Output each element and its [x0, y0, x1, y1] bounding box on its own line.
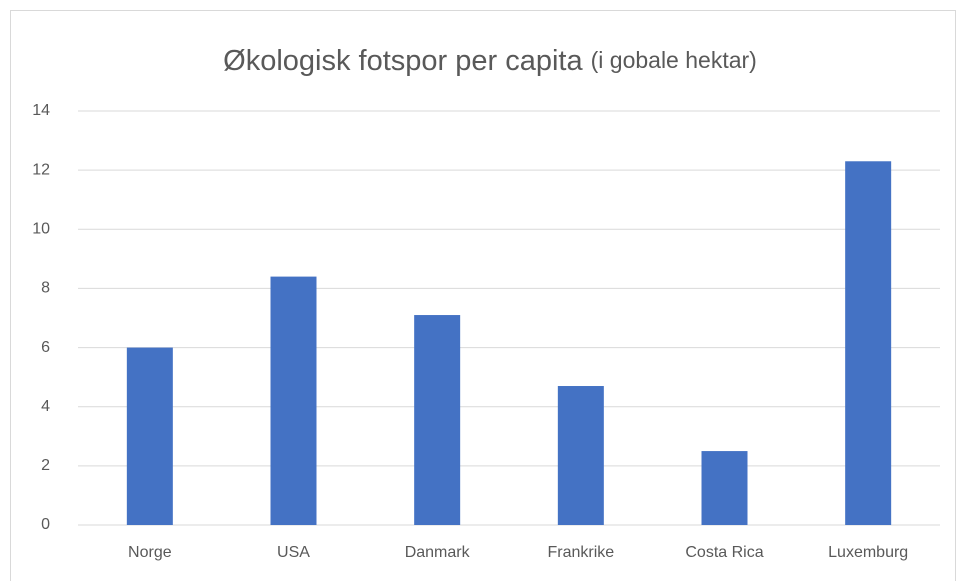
bar — [701, 451, 748, 525]
y-tick-label: 6 — [41, 339, 50, 356]
y-tick-label: 14 — [32, 102, 50, 119]
bar — [557, 386, 604, 525]
x-tick-label: Luxemburg — [828, 544, 908, 561]
y-tick-label: 2 — [41, 457, 50, 474]
title-note: (i gobale hektar) — [591, 47, 757, 73]
y-tick-label: 4 — [41, 398, 50, 415]
x-tick-label: Costa Rica — [685, 544, 763, 561]
bar — [845, 161, 892, 525]
chart-title: Økologisk fotspor per capita (i gobale he… — [223, 45, 757, 77]
y-tick-label: 12 — [32, 161, 50, 178]
y-tick-label: 10 — [32, 221, 50, 238]
x-tick-label: Frankrike — [547, 544, 614, 561]
bar — [270, 276, 317, 525]
x-tick-label: Norge — [128, 544, 172, 561]
x-tick-label: USA — [277, 544, 310, 561]
y-tick-label: 8 — [41, 280, 50, 297]
bar — [126, 347, 173, 525]
y-tick-label: 0 — [41, 516, 50, 533]
x-tick-label: Danmark — [405, 544, 471, 561]
bar — [414, 315, 461, 525]
title-main: Økologisk fotspor per capita — [223, 45, 583, 77]
